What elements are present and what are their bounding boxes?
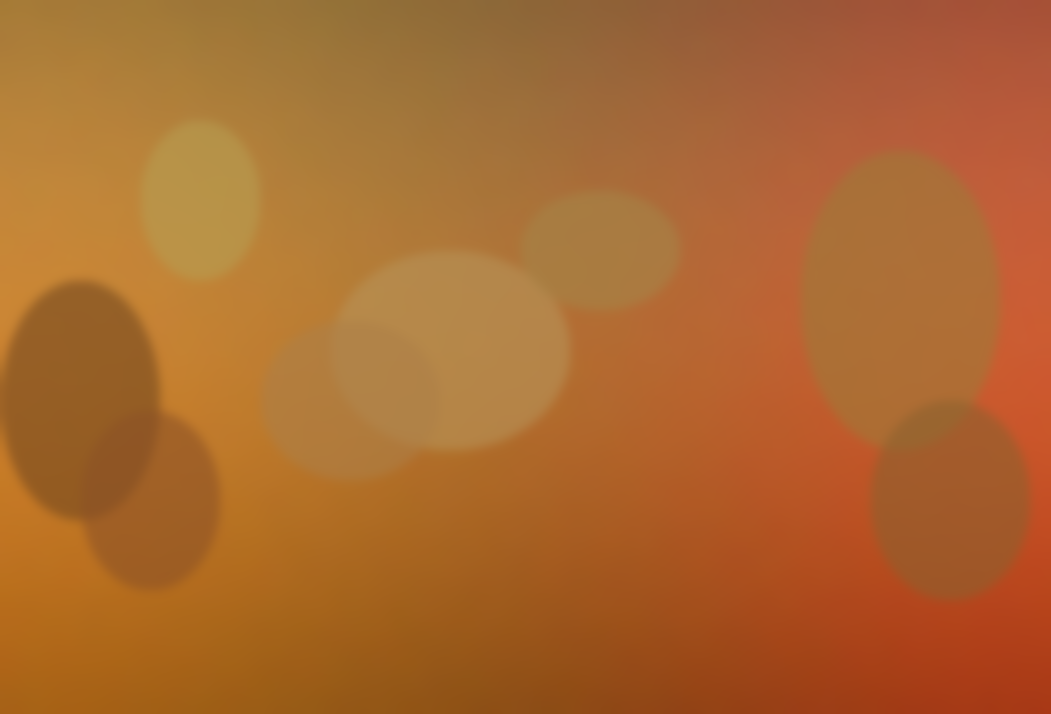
Text: 23.36%: 23.36%: [584, 266, 659, 283]
Text: 19.63%: 19.63%: [809, 327, 884, 345]
Text: 30.84%: 30.84%: [697, 142, 771, 160]
Text: 1.87%: 1.87%: [141, 620, 203, 638]
Title: Burlington Thanksgiving Day High Temperature
Distribution (1904-2011): Burlington Thanksgiving Day High Tempera…: [157, 14, 975, 80]
Text: 3.74%: 3.74%: [928, 590, 991, 608]
Text: 6.54%: 6.54%: [366, 543, 428, 561]
Bar: [95, 96, 1037, 674]
Bar: [250, 658, 320, 674]
Bar: [363, 566, 432, 674]
Bar: [700, 165, 769, 674]
Bar: [812, 350, 882, 674]
Bar: [588, 288, 657, 674]
Bar: [475, 458, 544, 674]
Bar: [138, 643, 207, 674]
Bar: [925, 612, 994, 674]
Text: 13.08%: 13.08%: [472, 436, 547, 453]
Text: 0.93%: 0.93%: [253, 635, 315, 654]
